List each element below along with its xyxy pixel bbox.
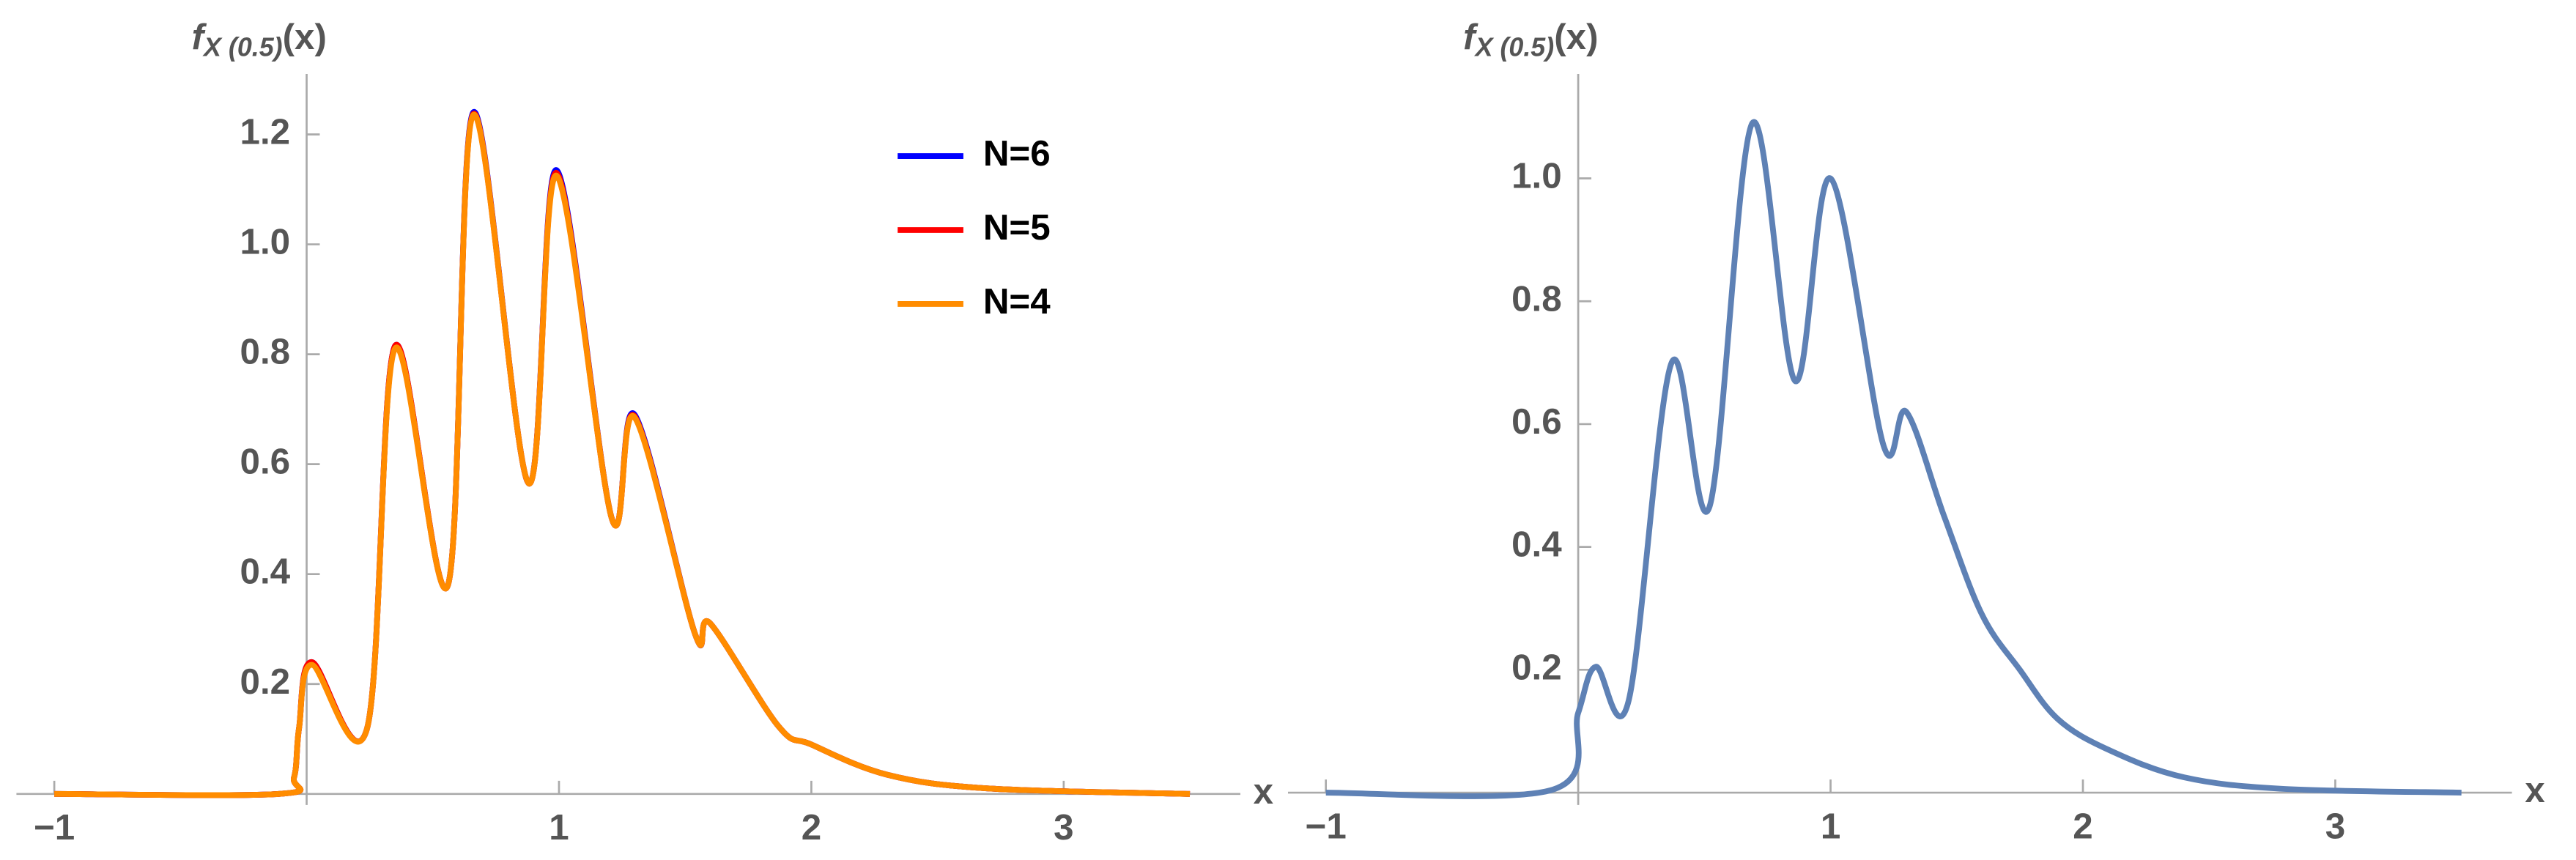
x-tick-label: 1	[1821, 806, 1840, 846]
x-tick-label: 2	[802, 807, 821, 848]
x-tick-label: −1	[1306, 806, 1347, 846]
series-line	[1325, 119, 2462, 799]
y-tick-label: 0.4	[1511, 524, 1562, 565]
x-axis-label: x	[2525, 770, 2545, 810]
y-tick-label: 0.2	[1511, 647, 1562, 687]
x-tick-label: 2	[2073, 806, 2092, 846]
legend-label: N=5	[983, 207, 1051, 248]
y-label-main: f	[192, 17, 207, 57]
y-axis-label: fX (0.5)(x)	[192, 17, 327, 62]
y-tick-label: 0.8	[240, 332, 291, 372]
legend-label: N=6	[983, 133, 1051, 174]
x-tick-label: 1	[549, 807, 569, 848]
y-tick-label: 0.2	[240, 661, 291, 702]
legend-label: N=4	[983, 281, 1051, 322]
x-tick-label: 3	[1054, 807, 1073, 848]
y-label-arg: (x)	[283, 17, 327, 57]
chart-panel: −1 1 2 3 0.2 0.4 0.6 0.8 1.0 x fX (0.5)(x)	[1288, 17, 2545, 846]
y-tick-label: 1.2	[240, 112, 291, 152]
y-tick-label: 0.8	[1511, 278, 1562, 319]
y-tick-label: 1.0	[1511, 156, 1562, 196]
y-label-arg: (x)	[1554, 17, 1598, 57]
y-label-sub: X (0.5)	[1474, 33, 1555, 62]
y-tick-label: 0.6	[1511, 401, 1562, 442]
y-label-main: f	[1463, 17, 1478, 57]
x-tick-label: 3	[2325, 806, 2345, 846]
y-axis-label: fX (0.5)(x)	[1463, 17, 1598, 62]
x-tick-label: −1	[34, 807, 75, 848]
series-line	[54, 112, 1191, 798]
y-tick-label: 0.6	[240, 442, 291, 482]
y-tick-label: 0.4	[240, 552, 291, 592]
y-tick-label: 1.0	[240, 222, 291, 262]
x-axis-label: x	[1254, 771, 1274, 812]
chart-panel: −1 1 2 3 0.2 0.4 0.6 0.8 1.0 1.2 x fX (0.5)(x) N=6 N=…	[16, 17, 1274, 848]
y-label-sub: X (0.5)	[202, 33, 283, 62]
